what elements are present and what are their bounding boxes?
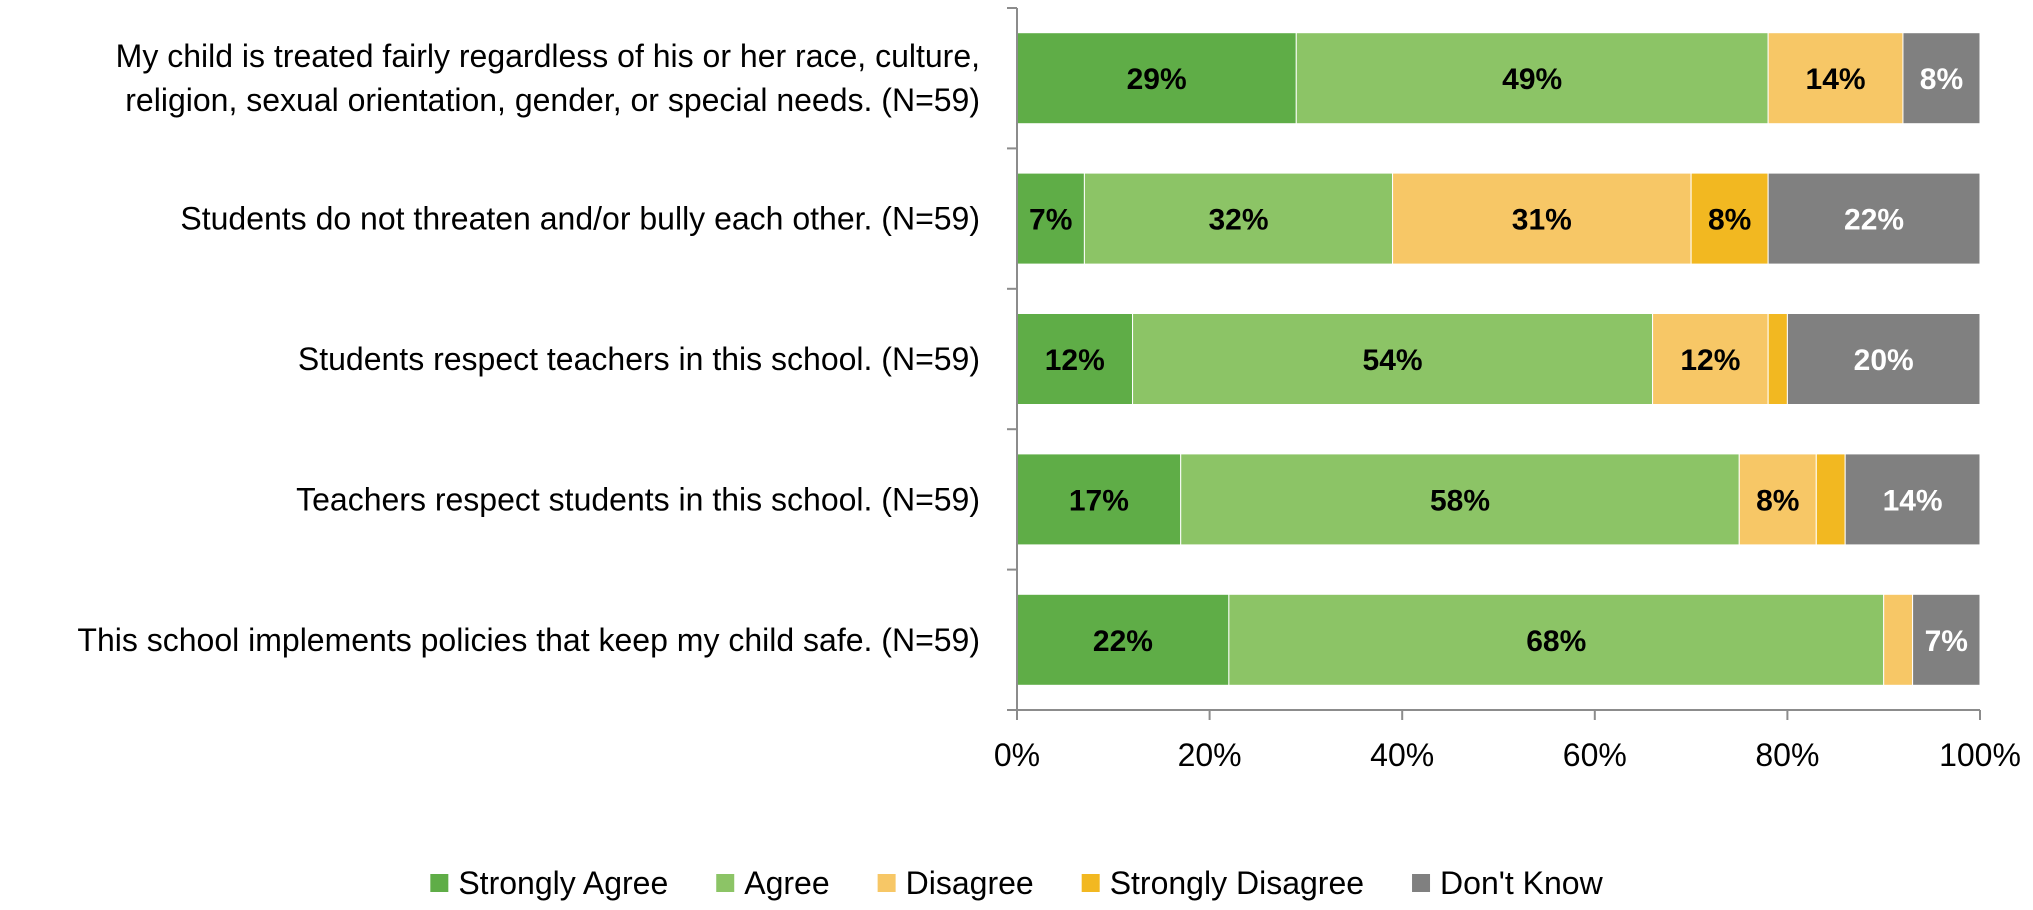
legend-swatch bbox=[877, 874, 896, 892]
bar-segment bbox=[1767, 313, 1788, 405]
x-tick-label: 0% bbox=[994, 737, 1040, 773]
bar-segment bbox=[1180, 453, 1740, 546]
category-label: Students do not threaten and/or bully ea… bbox=[180, 201, 980, 237]
bar-segment bbox=[1902, 32, 1981, 125]
category-label-line: My child is treated fairly regardless of… bbox=[116, 38, 980, 74]
category-label-line: Students respect teachers in this school… bbox=[298, 341, 980, 377]
legend-swatch bbox=[1081, 874, 1100, 892]
data-label: 14% bbox=[1883, 484, 1943, 517]
data-label: 14% bbox=[1806, 63, 1866, 96]
bar-segment bbox=[1295, 32, 1769, 125]
bar-segment bbox=[1016, 172, 1085, 265]
bar-segment bbox=[1815, 453, 1846, 546]
data-label: 31% bbox=[1512, 204, 1572, 237]
legend-item: Agree bbox=[716, 865, 830, 901]
category-label: Teachers respect students in this school… bbox=[296, 481, 980, 517]
axes: 0% 20% 40% 60% 80% 100% bbox=[994, 7, 2021, 773]
legend-label: Strongly Agree bbox=[458, 865, 668, 901]
bars bbox=[1016, 32, 1981, 686]
x-tick-label: 80% bbox=[1755, 737, 1819, 773]
data-label: 12% bbox=[1045, 344, 1105, 377]
bar-segment bbox=[1083, 172, 1394, 265]
data-label: 22% bbox=[1093, 625, 1153, 658]
bar-segment bbox=[1016, 453, 1182, 546]
legend-label: Strongly Disagree bbox=[1110, 865, 1364, 901]
legend-item: Strongly Agree bbox=[430, 865, 668, 901]
legend-swatch bbox=[1412, 874, 1431, 892]
data-label: 22% bbox=[1844, 204, 1904, 237]
bar-segment bbox=[1738, 453, 1817, 546]
category-label-line: Students do not threaten and/or bully ea… bbox=[180, 201, 980, 237]
data-label: 29% bbox=[1127, 63, 1187, 96]
x-tick-label: 60% bbox=[1563, 737, 1627, 773]
data-label: 8% bbox=[1920, 63, 1963, 96]
bar-segment bbox=[1228, 593, 1885, 686]
legend-item: Strongly Disagree bbox=[1081, 865, 1364, 901]
data-label: 7% bbox=[1925, 625, 1968, 658]
category-labels: My child is treated fairly regardless of… bbox=[77, 38, 980, 658]
bar-segment bbox=[1767, 172, 1981, 265]
data-label: 58% bbox=[1430, 484, 1490, 517]
bar-segment bbox=[1016, 32, 1297, 125]
legend-swatch bbox=[430, 874, 449, 892]
bar-segment bbox=[1652, 313, 1769, 405]
legend-swatch bbox=[716, 874, 735, 892]
category-label-line: Teachers respect students in this school… bbox=[296, 481, 980, 517]
category-label-line: religion, sexual orientation, gender, or… bbox=[125, 82, 980, 118]
data-label: 32% bbox=[1208, 204, 1268, 237]
x-tick-label: 40% bbox=[1370, 737, 1434, 773]
bar-segment bbox=[1912, 593, 1981, 686]
data-label: 68% bbox=[1526, 625, 1586, 658]
data-label: 17% bbox=[1069, 484, 1129, 517]
data-label: 8% bbox=[1756, 484, 1799, 517]
bar-segment bbox=[1767, 32, 1904, 125]
data-label: 7% bbox=[1029, 204, 1072, 237]
data-label: 54% bbox=[1363, 344, 1423, 377]
data-label: 49% bbox=[1502, 63, 1562, 96]
bar-segment bbox=[1392, 172, 1692, 265]
category-label: Students respect teachers in this school… bbox=[298, 341, 980, 377]
data-labels: 29% 49% 14% 8% 7% 32% 31% 8% 22% 12% 54% 12% 20% 17% 5… bbox=[1029, 63, 1968, 658]
category-label: My child is treated fairly regardless of… bbox=[116, 38, 980, 118]
bar-segment bbox=[1690, 172, 1769, 265]
legend-label: Agree bbox=[744, 865, 829, 901]
bar-segment bbox=[1016, 313, 1134, 405]
legend: Strongly Agree Agree Disagree Strongly Disa… bbox=[430, 865, 1604, 901]
category-label: This school implements policies that kee… bbox=[77, 622, 980, 658]
bar-segment bbox=[1786, 313, 1981, 405]
data-label: 8% bbox=[1708, 204, 1751, 237]
legend-label: Disagree bbox=[906, 865, 1034, 901]
category-label-line: This school implements policies that kee… bbox=[77, 622, 980, 658]
data-label: 12% bbox=[1680, 344, 1740, 377]
bar-segment bbox=[1844, 453, 1981, 546]
legend-item: Disagree bbox=[877, 865, 1034, 901]
bar-segment bbox=[1883, 593, 1914, 686]
legend-label: Don't Know bbox=[1440, 865, 1604, 901]
data-label: 20% bbox=[1854, 344, 1914, 377]
legend-item: Don't Know bbox=[1412, 865, 1604, 901]
x-tick-label: 20% bbox=[1178, 737, 1242, 773]
x-tick-label: 100% bbox=[1939, 737, 2021, 773]
